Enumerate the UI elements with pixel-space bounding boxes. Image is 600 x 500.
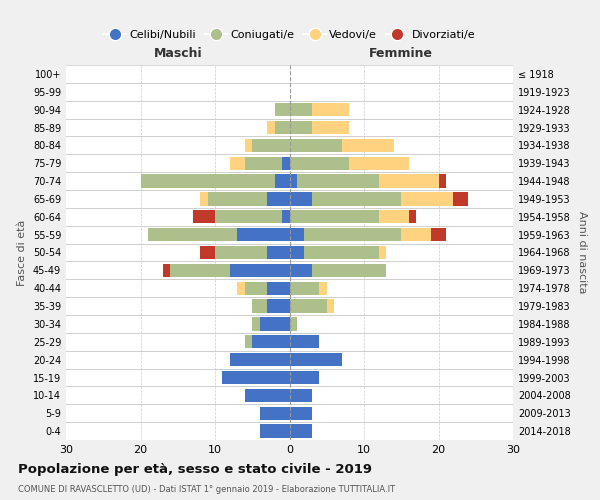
Bar	[290, 317, 297, 330]
Text: Femmine: Femmine	[369, 46, 433, 60]
Y-axis label: Fasce di età: Fasce di età	[17, 220, 27, 286]
Bar	[245, 335, 252, 348]
Bar	[215, 246, 267, 259]
Bar	[238, 228, 290, 241]
Bar	[304, 246, 379, 259]
Bar	[312, 121, 349, 134]
Bar	[230, 353, 290, 366]
Bar	[275, 121, 290, 134]
Bar	[297, 174, 379, 188]
Bar	[260, 406, 290, 420]
Bar	[290, 246, 304, 259]
Bar	[282, 210, 290, 224]
Bar	[230, 264, 290, 277]
Bar	[275, 174, 290, 188]
Bar	[275, 103, 290, 117]
Bar	[238, 282, 245, 295]
Bar	[312, 103, 349, 117]
Bar	[290, 138, 341, 152]
Bar	[267, 246, 290, 259]
Bar	[290, 192, 312, 205]
Bar	[208, 192, 267, 205]
Bar	[252, 317, 260, 330]
Bar	[401, 192, 454, 205]
Legend: Celibi/Nubili, Coniugati/e, Vedovi/e, Divorziati/e: Celibi/Nubili, Coniugati/e, Vedovi/e, Di…	[100, 26, 479, 44]
Text: Popolazione per età, sesso e stato civile - 2019: Popolazione per età, sesso e stato civil…	[18, 462, 372, 475]
Bar	[341, 138, 394, 152]
Bar	[252, 300, 267, 313]
Bar	[304, 228, 401, 241]
Bar	[290, 282, 319, 295]
Bar	[290, 228, 304, 241]
Bar	[245, 138, 252, 152]
Bar	[267, 192, 290, 205]
Bar	[245, 282, 267, 295]
Bar	[252, 335, 290, 348]
Bar	[290, 424, 312, 438]
Bar	[319, 282, 327, 295]
Bar	[290, 335, 319, 348]
Text: COMUNE DI RAVASCLETTO (UD) - Dati ISTAT 1° gennaio 2019 - Elaborazione TUTTITALI: COMUNE DI RAVASCLETTO (UD) - Dati ISTAT …	[18, 485, 395, 494]
Bar	[170, 264, 230, 277]
Bar	[290, 174, 297, 188]
Bar	[431, 228, 446, 241]
Bar	[163, 264, 170, 277]
Bar	[312, 264, 386, 277]
Bar	[267, 300, 290, 313]
Bar	[379, 246, 386, 259]
Bar	[223, 371, 290, 384]
Bar	[290, 103, 312, 117]
Bar	[193, 210, 215, 224]
Bar	[327, 300, 334, 313]
Bar	[439, 174, 446, 188]
Bar	[200, 192, 208, 205]
Bar	[252, 138, 290, 152]
Bar	[290, 210, 379, 224]
Bar	[267, 121, 275, 134]
Bar	[148, 228, 238, 241]
Bar	[290, 156, 349, 170]
Bar	[290, 388, 312, 402]
Bar	[290, 406, 312, 420]
Bar	[312, 192, 401, 205]
Bar	[290, 353, 341, 366]
Bar	[290, 300, 327, 313]
Bar	[260, 317, 290, 330]
Bar	[290, 121, 312, 134]
Bar	[215, 210, 282, 224]
Bar	[379, 174, 439, 188]
Bar	[349, 156, 409, 170]
Bar	[290, 264, 312, 277]
Bar	[230, 156, 245, 170]
Bar	[245, 156, 282, 170]
Bar	[245, 388, 290, 402]
Y-axis label: Anni di nascita: Anni di nascita	[577, 211, 587, 294]
Bar	[267, 282, 290, 295]
Text: Maschi: Maschi	[154, 46, 202, 60]
Bar	[260, 424, 290, 438]
Bar	[409, 210, 416, 224]
Bar	[290, 371, 319, 384]
Bar	[140, 174, 275, 188]
Bar	[379, 210, 409, 224]
Bar	[454, 192, 468, 205]
Bar	[200, 246, 215, 259]
Bar	[282, 156, 290, 170]
Bar	[401, 228, 431, 241]
